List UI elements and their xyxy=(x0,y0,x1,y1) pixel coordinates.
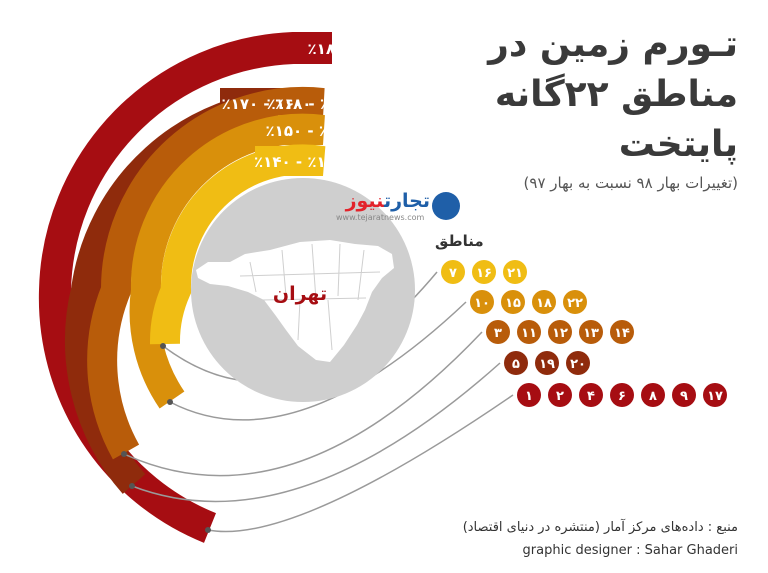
logo-url: www.tejaratnews.com xyxy=(336,213,425,222)
title-line-1: تـورم زمین در xyxy=(488,24,738,65)
region-number: ۲۱ xyxy=(507,266,523,281)
region-badge xyxy=(703,383,727,407)
region-badge xyxy=(579,383,603,407)
range-label-1: ٪۱۴۰ - ٪۱۵۰ xyxy=(254,153,344,171)
region-badge xyxy=(517,383,541,407)
region-number: ۱۳ xyxy=(583,326,599,341)
region-number: ۸ xyxy=(649,389,657,404)
region-number: ۵ xyxy=(512,357,520,372)
region-number: ۱۵ xyxy=(505,296,521,311)
region-badge xyxy=(610,320,634,344)
region-number: ۱۹ xyxy=(539,357,555,372)
region-number: ۲ xyxy=(556,389,564,404)
region-badge xyxy=(504,351,528,375)
region-number: ۱۷ xyxy=(707,389,723,404)
region-badge xyxy=(470,290,494,314)
connector-dot-1 xyxy=(160,343,166,349)
region-badge xyxy=(532,290,556,314)
region-number: ۱۲ xyxy=(552,326,568,341)
region-number: ۶ xyxy=(618,389,626,404)
region-number: ۱۴ xyxy=(614,326,630,341)
band-3 xyxy=(87,86,325,460)
band-2 xyxy=(129,113,325,409)
region-number: ۱۱ xyxy=(521,326,537,341)
region-number: ۳ xyxy=(494,326,502,341)
logo-icon xyxy=(432,192,460,220)
title-line-2: مناطق ۲۲گانه xyxy=(494,74,738,115)
region-badge xyxy=(486,320,510,344)
region-number: ۹ xyxy=(680,389,688,404)
region-badge xyxy=(672,383,696,407)
region-number: ۴ xyxy=(587,389,595,404)
chart-subtitle: (تغییرات بهار ۹۸ نسبت به بهار ۹۷) xyxy=(523,174,738,192)
connector-dot-5 xyxy=(205,527,211,533)
region-badge xyxy=(503,260,527,284)
tejarat-news-logo: تجارتنیوز www.tejaratnews.com xyxy=(328,188,466,228)
connector-dot-2 xyxy=(167,399,173,405)
region-badge xyxy=(548,383,572,407)
region-number: ۲۰ xyxy=(570,357,586,372)
region-badge xyxy=(441,260,465,284)
region-badge xyxy=(501,290,525,314)
tehran-map-shape xyxy=(196,240,394,362)
connector-line-5 xyxy=(207,394,514,533)
connector-dot-4 xyxy=(129,483,135,489)
logo-name-part2: نیوز xyxy=(345,190,384,212)
region-badge xyxy=(579,320,603,344)
title-line-3: پایتخت xyxy=(618,124,738,165)
region-badge xyxy=(472,260,496,284)
region-badge xyxy=(535,351,559,375)
region-number: ۱۸ xyxy=(536,296,552,311)
regions-label: مناطق xyxy=(435,232,484,250)
logo-text: تجارتنیوز xyxy=(330,190,430,212)
logo-name-part1: تجارت xyxy=(383,190,430,212)
region-number: ۷ xyxy=(449,266,457,281)
range-label-4: ٪۱۷۰ - ٪۱۸۰ xyxy=(222,95,312,113)
designer-credit: graphic designer : Sahar Ghaderi xyxy=(522,543,738,558)
region-number: ۱ xyxy=(525,389,533,404)
connector-line-2 xyxy=(169,301,467,421)
chart-title: تـورم زمین در مناطق ۲۲گانه پایتخت xyxy=(408,20,738,170)
region-number: ۱۶ xyxy=(476,266,492,281)
region-badge xyxy=(610,383,634,407)
region-number: ۱۰ xyxy=(474,296,490,311)
connector-line-4 xyxy=(131,362,501,503)
band-1 xyxy=(150,144,326,345)
region-badge xyxy=(641,383,665,407)
region-badge xyxy=(566,351,590,375)
map-label: تهران xyxy=(273,283,327,305)
region-badge xyxy=(517,320,541,344)
region-badge xyxy=(563,290,587,314)
connector-line-3 xyxy=(123,331,483,477)
region-badge xyxy=(548,320,572,344)
range-label-2: ٪۱۵۰ - ٪۱۶۰ xyxy=(266,122,356,140)
region-number: ۲۲ xyxy=(567,296,583,311)
district-lines xyxy=(239,243,381,351)
range-label-5: ٪۱۸۰ - ٪۱۹۰ xyxy=(308,40,398,58)
range-label-3: ٪۱۶۰ - ٪۱۷۰ xyxy=(267,95,357,113)
connector-dot-3 xyxy=(121,451,127,457)
source-note: منبع : داده‌های مرکز آمار (منتشره در دنی… xyxy=(462,520,738,535)
